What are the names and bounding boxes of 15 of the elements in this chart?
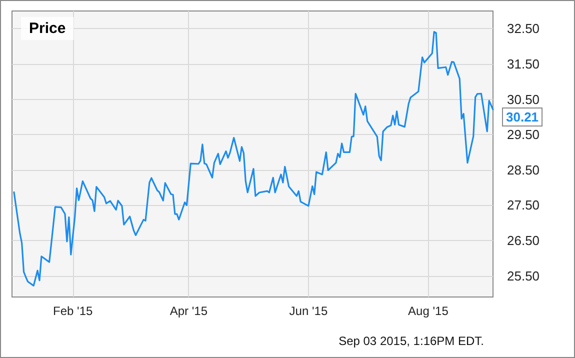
x-tick-label: Feb '15	[53, 304, 94, 318]
text: Sep 03 2015, 1:16PM EDT.	[338, 334, 484, 348]
x-tick-label: Jun '15	[289, 304, 328, 318]
y-tick-label: 25.50	[507, 268, 540, 284]
y-tick-label: 29.50	[507, 127, 540, 142]
text: Price	[29, 20, 66, 37]
y-tick-label: 27.50	[507, 198, 540, 213]
y-tick-label: 28.50	[507, 162, 540, 178]
y-tick-label: 31.50	[507, 56, 540, 72]
x-tick-label: Aug '15	[408, 304, 449, 318]
x-tick-label: Apr '15	[170, 304, 208, 318]
y-tick-label: 32.50	[507, 21, 540, 36]
annotation: 30.21	[506, 110, 539, 125]
y-tick-label: 30.50	[507, 92, 540, 107]
y-tick-label: 26.50	[507, 233, 540, 248]
